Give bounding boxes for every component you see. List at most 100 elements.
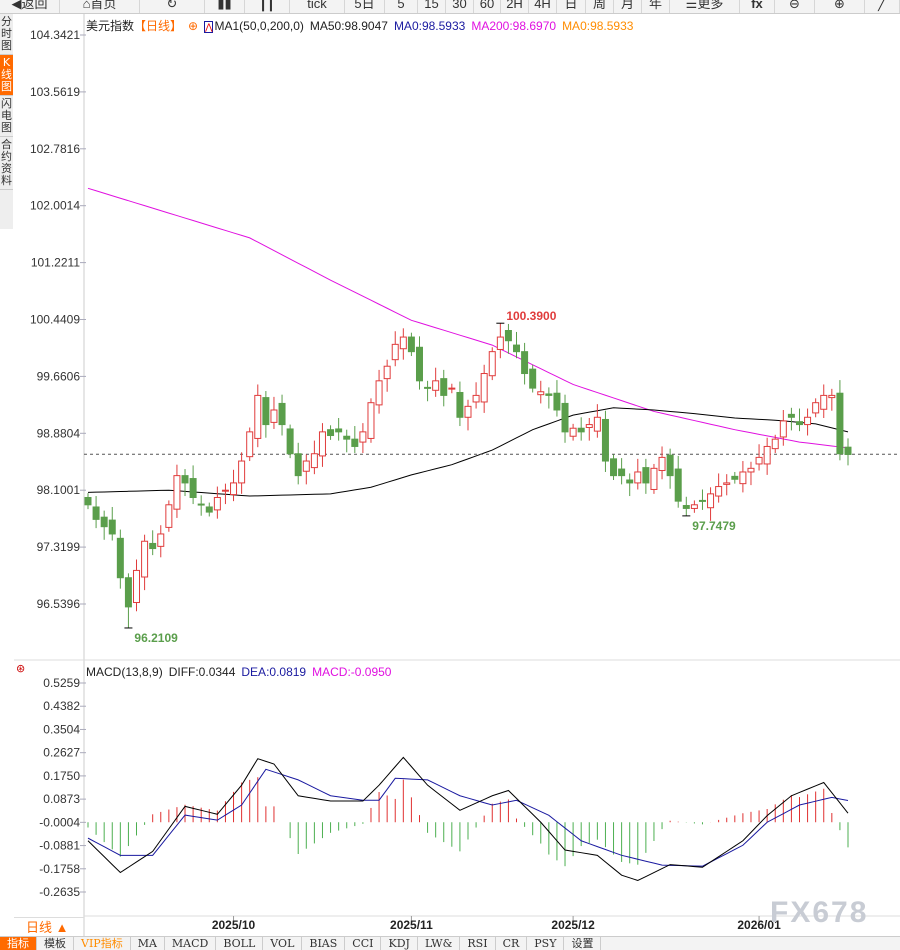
- candle: [335, 418, 343, 441]
- candle: [650, 463, 658, 494]
- indicator-tab-psy[interactable]: PSY: [527, 937, 565, 950]
- candle-body: [836, 392, 844, 455]
- candle: [618, 458, 626, 485]
- refresh-button[interactable]: ↻: [140, 0, 205, 13]
- candle-body: [407, 336, 415, 353]
- toolbar-label: 首页: [90, 0, 117, 11]
- period-tick-button[interactable]: tick: [290, 0, 345, 13]
- candle-body: [149, 542, 157, 550]
- indicator-tab-cci[interactable]: CCI: [345, 937, 382, 950]
- period-月-button[interactable]: 月: [614, 0, 642, 13]
- candle-body: [795, 421, 803, 426]
- back-arrow-button[interactable]: ◀返回: [0, 0, 60, 13]
- formula-button[interactable]: fx: [740, 0, 775, 13]
- date-tick-label: 2025/11: [390, 918, 433, 932]
- draw-line-icon: ╱: [878, 0, 886, 11]
- period-日-button[interactable]: 日: [557, 0, 586, 13]
- period-button[interactable]: 日线 ▲: [14, 917, 84, 936]
- ma0-value: MA0:98.5933: [393, 19, 466, 33]
- side-tab-time-chart[interactable]: 分时图: [0, 14, 13, 55]
- side-tab-flash-chart[interactable]: 闪电图: [0, 96, 13, 137]
- candle-body: [787, 413, 795, 418]
- candle-body: [456, 391, 464, 418]
- candle: [464, 399, 472, 431]
- candle-body: [351, 438, 359, 447]
- indicator-tab-vip指标[interactable]: VIP指标: [74, 937, 131, 950]
- dea-line: [87, 768, 849, 867]
- indicator-tab-vol[interactable]: VOL: [263, 937, 303, 950]
- side-tab-contract-info[interactable]: 合约资料: [0, 137, 13, 190]
- bar-chart-button[interactable]: ▮▮: [205, 0, 245, 13]
- candle: [577, 417, 585, 441]
- candle: [626, 473, 634, 497]
- period-年-button[interactable]: 年: [642, 0, 670, 13]
- candle: [513, 331, 521, 359]
- candle-body: [488, 351, 496, 377]
- price-tick-label: 100.4409: [30, 312, 80, 326]
- indicator-tab-设置[interactable]: 设置: [564, 937, 602, 950]
- indicator-tab-rsi[interactable]: RSI: [460, 937, 496, 950]
- indicator-icon[interactable]: ⋀: [204, 21, 214, 33]
- candle: [480, 364, 488, 413]
- period-5日-button[interactable]: 5日: [345, 0, 385, 13]
- candle: [133, 559, 141, 612]
- zoom-in-button[interactable]: ⊕: [815, 0, 865, 13]
- period-30-button[interactable]: 30: [446, 0, 474, 13]
- indicator-tab-ma[interactable]: MA: [131, 937, 165, 950]
- indicator-tab-boll[interactable]: BOLL: [216, 937, 264, 950]
- candle-body: [812, 402, 820, 414]
- side-tab-k-line[interactable]: K线图: [0, 55, 13, 96]
- candle: [432, 367, 440, 397]
- indicator-tab-kdj[interactable]: KDJ: [381, 937, 418, 950]
- period-4H-button[interactable]: 4H: [529, 0, 557, 13]
- candle-body: [367, 402, 375, 439]
- toolbar-label: 年: [648, 0, 662, 11]
- date-tick-label: 2025/10: [212, 918, 256, 932]
- indicator-tab-模板[interactable]: 模板: [37, 937, 74, 950]
- toolbar-label: 返回: [21, 0, 48, 11]
- candle-body: [318, 431, 326, 457]
- candle-body: [634, 471, 642, 484]
- candle: [545, 387, 553, 409]
- period-5-button[interactable]: 5: [385, 0, 418, 13]
- candle-body: [626, 479, 634, 484]
- candle: [238, 452, 246, 494]
- candle: [836, 380, 844, 461]
- candle-body: [674, 468, 682, 502]
- period-15-button[interactable]: 15: [418, 0, 446, 13]
- indicator-tab-bias[interactable]: BIAS: [302, 937, 346, 950]
- candlestick-button[interactable]: ┃┃: [245, 0, 290, 13]
- candle-body: [375, 380, 383, 406]
- candle: [593, 404, 601, 438]
- candle: [585, 418, 593, 441]
- candle-body: [343, 435, 351, 440]
- menu-button[interactable]: ☰更多: [670, 0, 740, 13]
- candlestick-icon: ┃┃: [259, 0, 275, 11]
- dif-line: [87, 756, 849, 882]
- candle-body: [415, 346, 423, 382]
- toolbar-label: 月: [620, 0, 634, 11]
- settings-icon[interactable]: ⊕: [188, 19, 199, 33]
- indicator-tab-lw&[interactable]: LW&: [418, 937, 461, 950]
- candle: [262, 391, 270, 438]
- candle-body: [820, 394, 828, 410]
- candle: [116, 529, 124, 589]
- candle-body: [844, 446, 852, 455]
- indicator-tab-macd[interactable]: MACD: [165, 937, 217, 950]
- indicator-tab-cr[interactable]: CR: [496, 937, 528, 950]
- candle-body: [84, 496, 92, 506]
- period-2H-button[interactable]: 2H: [501, 0, 529, 13]
- indicator-tab-指标[interactable]: 指标: [0, 937, 37, 950]
- macd-settings-icon[interactable]: ⊛: [16, 663, 26, 675]
- candle: [343, 429, 351, 453]
- price-tick-label: 102.7816: [30, 142, 80, 156]
- zoom-out-button[interactable]: ⊖: [775, 0, 815, 13]
- home-button[interactable]: ⌂首页: [60, 0, 140, 13]
- ma50-value: MA50:98.9047: [309, 19, 388, 33]
- candle-body: [561, 402, 569, 433]
- period-周-button[interactable]: 周: [586, 0, 614, 13]
- period-60-button[interactable]: 60: [474, 0, 501, 13]
- macd-value: MACD:-0.0950: [312, 665, 392, 679]
- macd-name: MACD(13,8,9): [86, 665, 163, 679]
